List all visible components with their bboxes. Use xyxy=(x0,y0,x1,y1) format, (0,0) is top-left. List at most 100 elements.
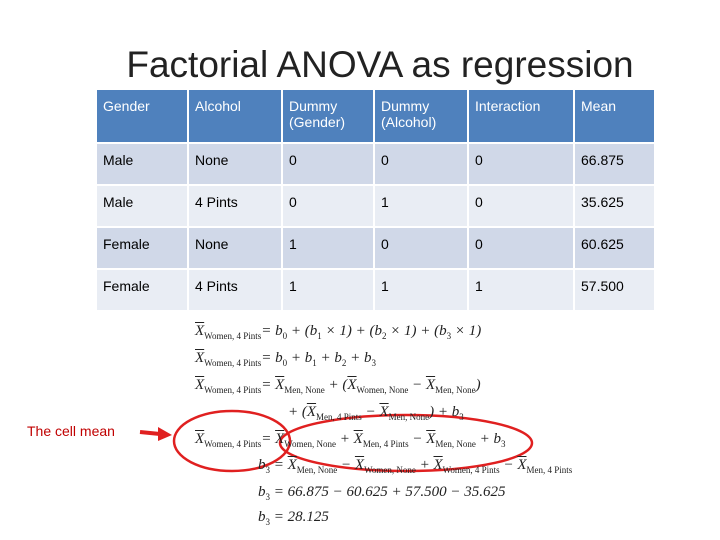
subscript: Men, None xyxy=(435,439,476,449)
equation-term: X xyxy=(275,431,285,447)
table-cell: 0 xyxy=(467,184,575,228)
equation: XWomen, 4 Pints= XWomen, None + XMen, 4 … xyxy=(195,431,506,449)
equation-term: = xyxy=(261,431,276,447)
table-cell: 35.625 xyxy=(573,184,656,228)
equation-term: X xyxy=(354,457,365,473)
table-cell: 4 Pints xyxy=(187,184,283,228)
equation-term: = xyxy=(270,457,288,473)
subscript: 1 xyxy=(317,331,322,341)
subscript: Women, 4 Pints xyxy=(204,439,262,449)
equation-term: X xyxy=(425,377,436,393)
equation-term: − xyxy=(499,457,518,473)
highlight-ellipse xyxy=(172,409,292,473)
header-cell: Interaction xyxy=(467,88,575,144)
header-cell: Dummy (Alcohol) xyxy=(373,88,469,144)
table-cell: 1 xyxy=(281,268,375,312)
subscript: 0 xyxy=(282,358,288,368)
table-cell: 1 xyxy=(373,268,469,312)
table-cell: 0 xyxy=(281,184,375,228)
equation-term: × 1) xyxy=(451,323,482,339)
subscript: Men, 4 Pints xyxy=(316,412,362,422)
table-cell: 0 xyxy=(467,142,575,186)
equation: b3 = 28.125 xyxy=(258,509,329,527)
equation-term: + ( xyxy=(288,404,307,420)
table-cell: 1 xyxy=(373,184,469,228)
equation-term: X xyxy=(275,377,285,393)
subscript: Women, 4 Pints xyxy=(204,358,262,368)
arrow xyxy=(139,430,161,436)
subscript: Men, None xyxy=(435,385,476,395)
subscript: Men, None xyxy=(284,385,325,395)
table-cell: 1 xyxy=(467,268,575,312)
equation-term: X xyxy=(426,431,436,447)
subscript: Men, None xyxy=(296,465,338,475)
subscript: Women, 4 Pints xyxy=(442,465,500,475)
table-cell: 0 xyxy=(373,226,469,270)
equation-term: + xyxy=(336,431,354,447)
table-cell: 0 xyxy=(281,142,375,186)
subscript: 2 xyxy=(381,331,387,341)
equation: XWomen, 4 Pints= XMen, None + (XWomen, N… xyxy=(195,377,481,395)
equation: XWomen, 4 Pints= b0 + (b1 × 1) + (b2 × 1… xyxy=(195,323,481,341)
subscript: Men, 4 Pints xyxy=(526,465,573,475)
subscript: Women, None xyxy=(284,439,337,449)
table-cell: 0 xyxy=(467,226,575,270)
equation-term: ) + b xyxy=(429,404,460,420)
subscript: 3 xyxy=(501,439,506,449)
equation-term: = 28.125 xyxy=(270,509,329,525)
header-cell: Gender xyxy=(95,88,189,144)
equation: XWomen, 4 Pints= b0 + b1 + b2 + b3 xyxy=(195,350,376,368)
subscript: Women, 4 Pints xyxy=(204,331,262,341)
subscript: 3 xyxy=(371,358,376,368)
equation-term: X xyxy=(306,404,317,420)
header-cell: Mean xyxy=(573,88,656,144)
arrowhead xyxy=(158,427,172,441)
highlight-ellipse xyxy=(278,413,534,473)
table-cell: None xyxy=(187,226,283,270)
table-cell: Female xyxy=(95,226,189,270)
subscript: Women, None xyxy=(356,385,409,395)
header-row: Gender Alcohol Dummy (Gender) Dummy (Alcoho… xyxy=(95,88,656,144)
equation-term: + (b xyxy=(287,323,318,339)
equation-term: + b xyxy=(475,431,501,447)
table-cell: Male xyxy=(95,184,189,228)
equation-term: ) xyxy=(475,377,481,393)
subscript: Men, 4 Pints xyxy=(362,439,409,449)
subscript: Women, None xyxy=(364,465,416,475)
table-cell: 66.875 xyxy=(573,142,656,186)
equation-term: × 1) + (b xyxy=(386,323,447,339)
subscript: 2 xyxy=(341,358,347,368)
equation: b3 = 66.875 − 60.625 + 57.500 − 35.625 xyxy=(258,484,506,502)
subscript: 3 xyxy=(265,465,271,475)
table-cell: 57.500 xyxy=(573,268,656,312)
subscript: Women, 4 Pints xyxy=(204,385,262,395)
table-row: Male None 0 0 0 66.875 xyxy=(95,142,656,186)
equation-term: × 1) + (b xyxy=(321,323,382,339)
equation-term: = b xyxy=(261,350,283,366)
header-cell: Alcohol xyxy=(187,88,283,144)
equation-term: X xyxy=(195,323,205,339)
subscript: 0 xyxy=(282,331,288,341)
subscript: 3 xyxy=(459,412,464,422)
equation-term: + b xyxy=(287,350,313,366)
table-row: Female 4 Pints 1 1 1 57.500 xyxy=(95,268,656,312)
table-cell: Male xyxy=(95,142,189,186)
header-cell: Dummy (Gender) xyxy=(281,88,375,144)
equation: + (XMen, 4 Pints − XMen, None) + b3 xyxy=(288,404,464,422)
equation-term: = 66.875 − 60.625 + 57.500 − 35.625 xyxy=(270,484,506,500)
equation-term: = xyxy=(261,377,276,393)
equation-term: X xyxy=(347,377,357,393)
equation-term: − xyxy=(337,457,355,473)
data-table: Gender Alcohol Dummy (Gender) Dummy (Alcoho… xyxy=(95,88,656,312)
equation-term: X xyxy=(353,431,363,447)
subscript: 3 xyxy=(265,492,271,502)
equation-term: − xyxy=(408,377,426,393)
title: Factorial ANOVA as regression xyxy=(126,44,634,85)
annotation: The cell mean xyxy=(27,423,115,439)
table-cell: 0 xyxy=(373,142,469,186)
equation-term: X xyxy=(517,457,527,473)
table-cell: None xyxy=(187,142,283,186)
equation-term: + b xyxy=(346,350,372,366)
subscript: Men, None xyxy=(388,412,430,422)
